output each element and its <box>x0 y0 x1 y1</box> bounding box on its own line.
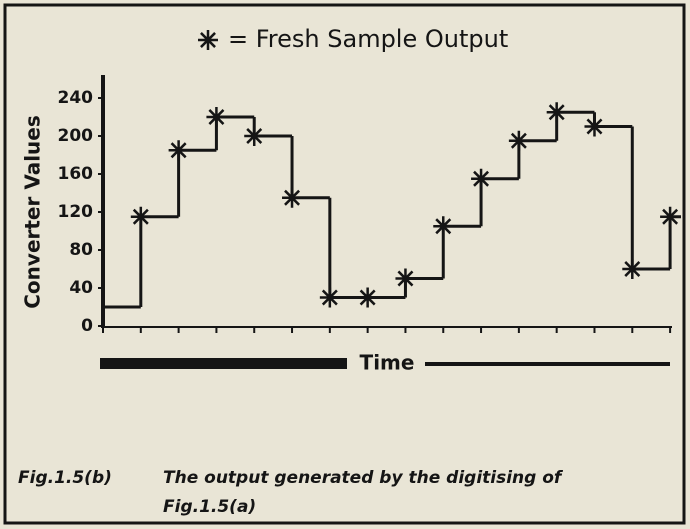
caption-text: The output generated by the digitising o… <box>163 468 564 488</box>
y-tick-label: 200 <box>58 126 94 146</box>
sample-marker <box>130 206 151 227</box>
y-tick-label: 0 <box>81 316 93 336</box>
sample-marker <box>546 102 567 123</box>
sample-marker <box>244 126 265 146</box>
time-bar <box>100 358 347 369</box>
y-axis-label: Converter Values <box>21 115 45 309</box>
frame <box>3 3 686 525</box>
time-bar <box>425 362 670 366</box>
legend-marker <box>198 30 218 50</box>
sample-marker <box>622 259 643 279</box>
sample-marker <box>282 187 303 208</box>
sample-marker <box>433 216 454 237</box>
sample-marker <box>319 287 340 308</box>
y-tick-label: 120 <box>58 202 94 222</box>
sample-marker <box>395 268 416 289</box>
y-tick-label: 240 <box>58 88 94 108</box>
y-tick-label: 80 <box>69 240 93 260</box>
sample-marker <box>660 206 681 227</box>
caption-label: Fig.1.5(b) <box>18 468 112 488</box>
y-tick-label: 160 <box>58 164 94 184</box>
y-tick-label: 40 <box>69 278 93 298</box>
legend-label: = Fresh Sample Output <box>228 25 508 53</box>
sample-marker <box>584 116 605 137</box>
sample-marker <box>206 107 227 127</box>
x-axis-label: Time <box>360 351 415 375</box>
sample-marker <box>471 168 492 189</box>
caption-text: Fig.1.5(a) <box>163 497 256 517</box>
sample-marker <box>168 140 189 161</box>
sample-marker <box>508 130 529 151</box>
sample-marker <box>357 287 378 308</box>
